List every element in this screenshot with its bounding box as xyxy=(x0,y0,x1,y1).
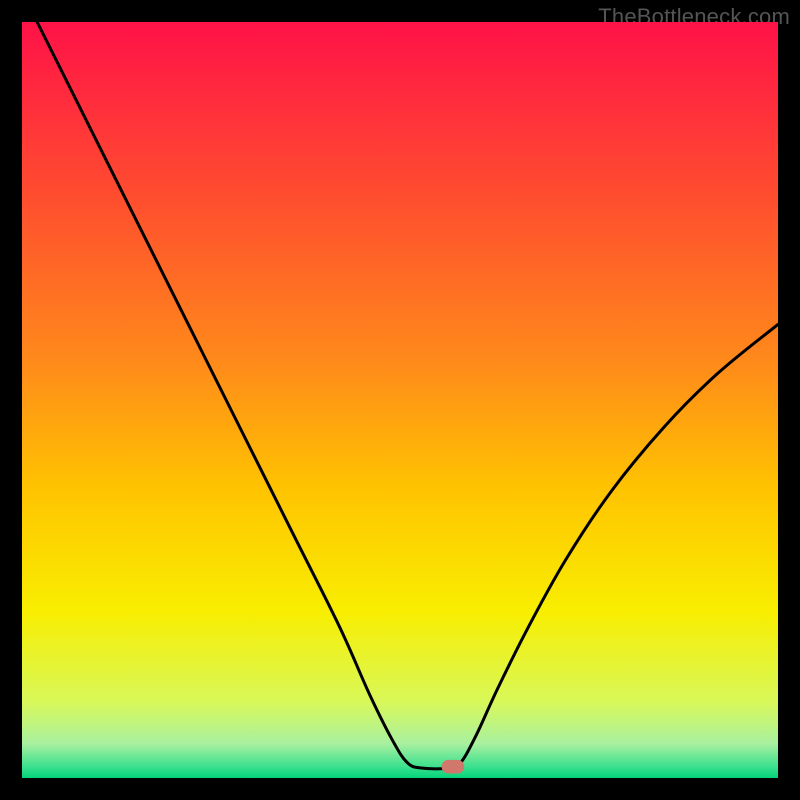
chart-frame: TheBottleneck.com xyxy=(0,0,800,800)
minimum-marker xyxy=(442,760,465,774)
plot-area xyxy=(22,22,778,778)
gradient-background xyxy=(22,22,778,778)
plot-svg xyxy=(22,22,778,778)
